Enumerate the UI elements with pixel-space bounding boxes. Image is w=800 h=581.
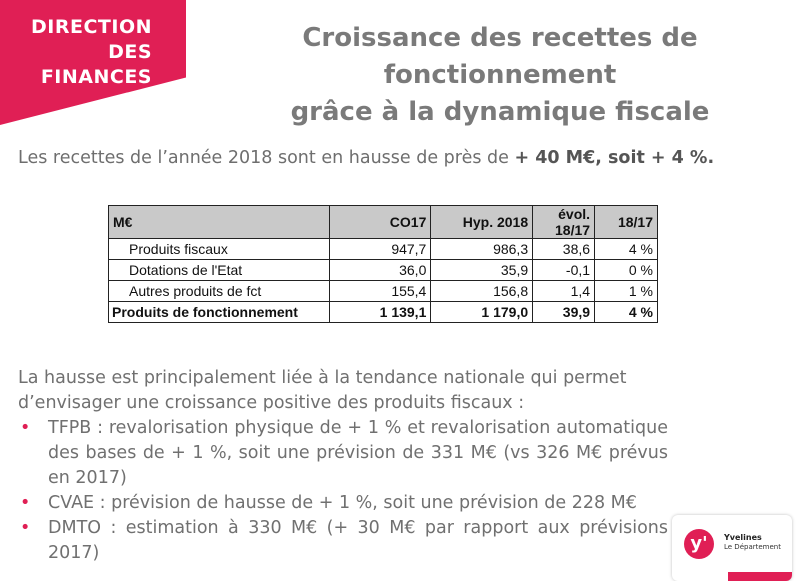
list-item: • DMTO : estimation à 330 M€ (+ 30 M€ pa… xyxy=(18,516,668,566)
explanation-paragraph: La hausse est principalement liée à la t… xyxy=(18,368,627,413)
row-hyp2018: 156,8 xyxy=(430,280,534,302)
list-item: • CVAE : prévision de hausse de + 1 %, s… xyxy=(18,491,668,516)
logo-accent-bar xyxy=(728,572,792,581)
total-evol: 39,9 xyxy=(532,301,596,323)
row-ratio: 4 % xyxy=(594,238,658,260)
total-label: Produits de fonctionnement xyxy=(108,301,330,323)
total-hyp2018: 1 179,0 xyxy=(430,301,534,323)
row-evol: 38,6 xyxy=(532,238,596,260)
header-unit: M€ xyxy=(108,205,330,239)
header-hyp2018: Hyp. 2018 xyxy=(430,205,534,239)
table-header-row: M€ CO17 Hyp. 2018 évol. 18/17 18/17 xyxy=(108,205,658,239)
bullet-icon: • xyxy=(20,493,31,513)
bullet-text-tfpb: TFPB : revalorisation physique de + 1 % … xyxy=(48,418,668,488)
row-label: Autres produits de fct xyxy=(108,280,330,302)
table-row: Produits fiscaux 947,7 986,3 38,6 4 % xyxy=(108,238,658,260)
explanation-block: La hausse est principalement liée à la t… xyxy=(18,366,668,566)
bullet-list: • TFPB : revalorisation physique de + 1 … xyxy=(18,416,668,566)
row-label: Dotations de l'Etat xyxy=(108,259,330,281)
header-evol-line-1: évol. xyxy=(558,206,591,222)
total-co17: 1 139,1 xyxy=(328,301,432,323)
title-line-2: grâce à la dynamique fiscale xyxy=(290,97,710,127)
row-hyp2018: 986,3 xyxy=(430,238,534,260)
row-label: Produits fiscaux xyxy=(108,238,330,260)
banner-title: DIRECTION DES FINANCES xyxy=(0,15,152,90)
header-co17: CO17 xyxy=(328,205,432,239)
bullet-text-cvae: CVAE : prévision de hausse de + 1 %, soi… xyxy=(48,493,637,513)
row-hyp2018: 35,9 xyxy=(430,259,534,281)
table-total-row: Produits de fonctionnement 1 139,1 1 179… xyxy=(108,301,658,323)
row-co17: 155,4 xyxy=(328,280,432,302)
banner-line-3: FINANCES xyxy=(40,66,152,88)
logo-subtitle: Le Département xyxy=(724,543,781,551)
page-title: Croissance des recettes de fonctionnemen… xyxy=(200,20,800,131)
title-line-1: Croissance des recettes de fonctionnemen… xyxy=(302,23,698,90)
revenue-table: M€ CO17 Hyp. 2018 évol. 18/17 18/17 Prod… xyxy=(108,205,658,323)
table-row: Dotations de l'Etat 36,0 35,9 -0,1 0 % xyxy=(108,259,658,281)
intro-text: Les recettes de l’année 2018 sont en hau… xyxy=(18,148,515,168)
yvelines-logo: y' Yvelines Le Département xyxy=(672,515,792,581)
row-ratio: 1 % xyxy=(594,280,658,302)
header-ratio: 18/17 xyxy=(594,205,658,239)
list-item: • TFPB : revalorisation physique de + 1 … xyxy=(18,416,668,491)
logo-mark-icon: y' xyxy=(684,529,714,559)
banner-line-2: DES xyxy=(108,41,152,63)
row-ratio: 0 % xyxy=(594,259,658,281)
header-evol-line-2: 18/17 xyxy=(555,222,591,238)
row-evol: -0,1 xyxy=(532,259,596,281)
intro-sentence: Les recettes de l’année 2018 sont en hau… xyxy=(18,148,788,168)
bullet-text-dmto: DMTO : estimation à 330 M€ (+ 30 M€ par … xyxy=(48,518,668,563)
row-co17: 947,7 xyxy=(328,238,432,260)
banner-line-1: DIRECTION xyxy=(31,16,152,38)
bullet-icon: • xyxy=(20,418,31,438)
row-co17: 36,0 xyxy=(328,259,432,281)
bullet-icon: • xyxy=(20,518,31,538)
total-ratio: 4 % xyxy=(594,301,658,323)
row-evol: 1,4 xyxy=(532,280,596,302)
logo-brand: Yvelines xyxy=(724,533,762,542)
table-row: Autres produits de fct 155,4 156,8 1,4 1… xyxy=(108,280,658,302)
intro-emphasis: + 40 M€, soit + 4 %. xyxy=(514,148,715,168)
header-evol: évol. 18/17 xyxy=(532,205,596,239)
